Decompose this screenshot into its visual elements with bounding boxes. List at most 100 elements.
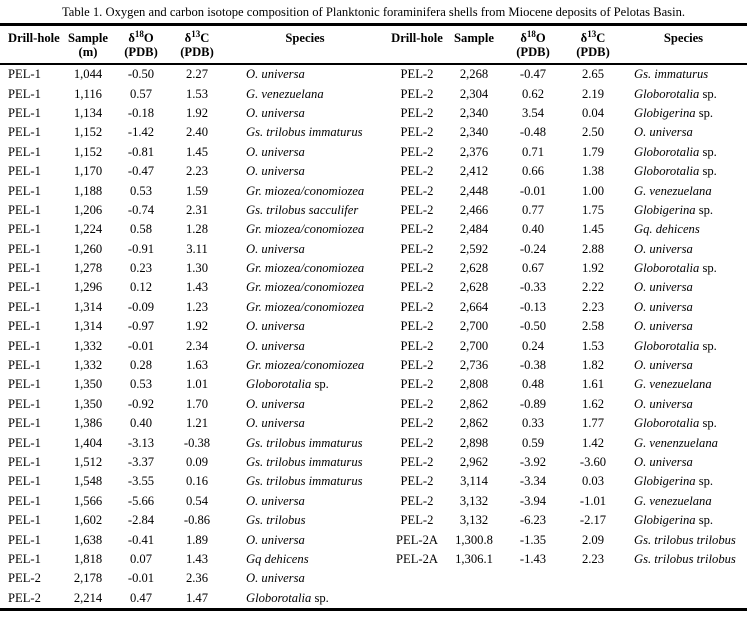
header-d18o-symbol: δ18O <box>520 28 546 45</box>
cell-d18o: 0.47 <box>129 590 153 605</box>
cell-d18o: 0.23 <box>129 261 153 276</box>
cell-species: O. universa <box>246 338 305 353</box>
cell-sample: 1,332 <box>73 358 103 373</box>
cell-sample: 2,808 <box>459 377 489 392</box>
cell-d13c: 0.04 <box>581 105 605 120</box>
cell-d13c: 0.16 <box>185 474 209 489</box>
cell-sample: 1,116 <box>74 86 102 101</box>
cell-d13c: -1.01 <box>579 493 607 508</box>
cell-drill-hole <box>386 569 448 588</box>
cell-species: O. universa <box>634 125 693 140</box>
cell-drill-hole: PEL-2 <box>400 435 434 450</box>
cell-d13c: 2.34 <box>185 338 209 353</box>
cell-sample: 2,628 <box>459 261 489 276</box>
cell-species: Globorotalia sp. <box>634 416 717 431</box>
cell-d13c: 1.70 <box>185 396 209 411</box>
cell-species: O. universa <box>246 144 305 159</box>
cell-d18o: 0.40 <box>129 416 153 431</box>
cell-species: Gs. trilobus trilobus <box>634 532 736 547</box>
cell-drill-hole: PEL-2 <box>400 86 434 101</box>
cell-species: Gq. dehicens <box>634 222 700 237</box>
cell-d13c: -2.17 <box>579 513 607 528</box>
cell-d13c: 2.09 <box>581 532 605 547</box>
cell-sample: 2,736 <box>459 358 489 373</box>
cell-d18o: 0.07 <box>129 551 153 566</box>
cell-d18o: -0.47 <box>127 164 155 179</box>
table-row: PEL-2 2,214 0.47 1.47 Globorotalia sp. <box>0 589 747 610</box>
cell-species: Gs. trilobus immaturus <box>246 474 363 489</box>
cell-d18o: -0.18 <box>127 105 155 120</box>
cell-d13c: 2.36 <box>185 571 209 586</box>
table-row: PEL-1 1,152 -0.81 1.45 O. universa PEL-2 2,376… <box>0 143 747 162</box>
cell-d18o: -0.38 <box>519 358 547 373</box>
cell-species: O. universa <box>246 571 305 586</box>
cell-d18o: -2.84 <box>127 513 155 528</box>
cell-d18o: -0.97 <box>127 319 155 334</box>
cell-species: O. universa <box>634 299 693 314</box>
cell-drill-hole: PEL-1 <box>8 299 41 314</box>
cell-sample: 1,278 <box>73 261 103 276</box>
cell-d18o: 0.57 <box>129 86 153 101</box>
cell-sample: 2,340 <box>459 105 489 120</box>
header-d13c-unit: (PDB) <box>180 45 214 59</box>
cell-d13c: 1.92 <box>185 319 209 334</box>
cell-species: Gs. trilobus sacculifer <box>246 202 359 217</box>
cell-sample: 2,178 <box>73 571 103 586</box>
cell-d18o: 0.53 <box>129 377 153 392</box>
cell-sample: 1,296 <box>73 280 103 295</box>
cell-d13c: 2.31 <box>185 202 209 217</box>
cell-d13c: 1.63 <box>185 358 209 373</box>
cell-species: O. universa <box>246 164 305 179</box>
cell-species: O. universa <box>246 319 305 334</box>
cell-drill-hole: PEL-2 <box>400 183 434 198</box>
header-d18o-right: δ18O (PDB) <box>500 24 566 65</box>
cell-species: Globorotalia sp. <box>634 338 717 353</box>
cell-drill-hole: PEL-2 <box>400 319 434 334</box>
cell-d18o: -0.41 <box>127 532 155 547</box>
cell-drill-hole: PEL-2 <box>400 493 434 508</box>
cell-drill-hole: PEL-2 <box>400 396 434 411</box>
cell-d13c: 1.53 <box>185 86 209 101</box>
cell-d18o: 3.54 <box>521 105 545 120</box>
cell-drill-hole: PEL-1 <box>8 358 41 373</box>
header-row: Drill-hole Sample (m) δ18O (PDB) δ13C (P… <box>0 24 747 65</box>
cell-d13c: 1.79 <box>581 144 605 159</box>
cell-d13c: 1.00 <box>581 183 605 198</box>
cell-sample: 3,132 <box>459 493 489 508</box>
table-row: PEL-1 1,314 -0.97 1.92 O. universa PEL-2 2,700… <box>0 317 747 336</box>
cell-drill-hole: PEL-1 <box>8 551 41 566</box>
cell-d13c: 1.82 <box>581 358 605 373</box>
cell-sample: 2,484 <box>459 222 489 237</box>
cell-drill-hole: PEL-1 <box>8 377 41 392</box>
cell-d18o: -3.92 <box>519 455 547 469</box>
header-d13c-unit: (PDB) <box>576 45 610 59</box>
cell-species: G. venezuelana <box>634 377 712 392</box>
cell-sample: 1,548 <box>73 474 103 489</box>
cell-d18o: -3.55 <box>127 474 155 489</box>
cell-d18o: 0.66 <box>521 164 545 179</box>
cell-d18o: -0.50 <box>519 319 547 334</box>
cell-drill-hole: PEL-2 <box>400 338 434 353</box>
cell-drill-hole: PEL-1 <box>8 125 41 140</box>
cell-d13c: 2.65 <box>581 67 605 82</box>
cell-sample: 2,466 <box>459 202 489 217</box>
cell-species: Gs. trilobus <box>246 513 306 528</box>
cell-drill-hole: PEL-2 <box>400 299 434 314</box>
cell-species: O. universa <box>246 396 305 411</box>
cell-sample: 1,350 <box>73 396 103 411</box>
cell-sample: 1,260 <box>73 241 103 256</box>
cell-sample: 1,314 <box>73 299 103 314</box>
cell-drill-hole: PEL-2 <box>400 241 434 256</box>
table-row: PEL-2 2,178 -0.01 2.36 O. universa <box>0 569 747 588</box>
table-row: PEL-1 1,188 0.53 1.59 Gr. miozea/conomiozea P… <box>0 181 747 200</box>
cell-drill-hole: PEL-1 <box>8 435 41 450</box>
cell-d18o: -5.66 <box>127 493 155 508</box>
cell-d13c: 2.23 <box>581 299 605 314</box>
cell-species: G. venezuelana <box>246 86 324 101</box>
cell-d18o: -0.33 <box>519 280 547 295</box>
cell-d13c: 1.61 <box>581 377 605 392</box>
cell-drill-hole: PEL-1 <box>8 67 41 82</box>
cell-d18o: -0.01 <box>127 338 155 353</box>
cell-sample: 3,132 <box>459 513 489 528</box>
cell-drill-hole: PEL-2 <box>400 358 434 373</box>
